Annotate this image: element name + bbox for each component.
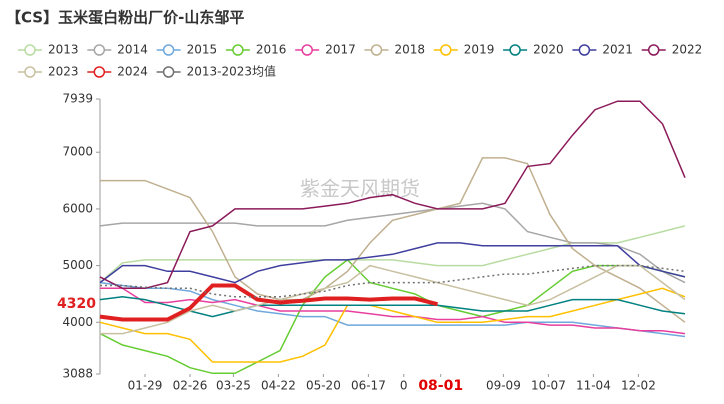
legend-label: 2022 (672, 43, 703, 57)
legend-label: 2018 (395, 43, 426, 57)
x-tick-label: 02-26 (173, 379, 208, 393)
legend-marker (578, 44, 591, 56)
legend-marker (162, 44, 175, 56)
legend-label: 2017 (325, 43, 356, 57)
legend-label: 2015 (187, 43, 218, 57)
x-tick-label: 09-09 (486, 379, 521, 393)
legend-marker (24, 66, 36, 78)
legend-label: 2024 (117, 65, 148, 79)
legend-label: 2020 (533, 43, 564, 57)
x-tick-label: 12-02 (621, 379, 656, 393)
series-line (99, 281, 686, 338)
legend-marker (647, 44, 660, 56)
x-tick-label: 08-01 (418, 378, 463, 394)
x-tick-label: 05-20 (306, 379, 341, 393)
y-tick-label: 4000 (62, 315, 93, 329)
annotation: 4320 (57, 296, 96, 312)
legend-marker (162, 66, 175, 78)
legend-label: 2023 (48, 65, 79, 79)
chart-title: 【CS】玉米蛋白粉出厂价-山东邹平 (6, 9, 244, 27)
legend-label: 2021 (602, 43, 633, 57)
legend-label: 2013-2023均值 (187, 64, 276, 79)
watermark: 紫金天风期货 (300, 177, 420, 201)
legend-marker (24, 44, 36, 56)
x-tick-label: 04-22 (261, 379, 296, 393)
series-line (99, 287, 686, 363)
legend-label: 2019 (464, 43, 495, 57)
series-line (100, 264, 686, 335)
x-tick-label: 10-07 (531, 379, 566, 393)
legend-marker (301, 44, 313, 56)
series-line (99, 202, 686, 284)
x-tick-label: 01-29 (128, 379, 163, 393)
y-tick-label: 3088 (62, 367, 93, 381)
legend-marker (232, 44, 244, 56)
series-line (100, 157, 686, 323)
series-line (99, 242, 686, 284)
x-tick-label: 11-04 (576, 379, 611, 393)
x-tick-label: 03-25 (216, 379, 251, 393)
legend-label: 2014 (117, 43, 148, 57)
y-tick-label: 7000 (62, 145, 93, 159)
series-line (99, 296, 686, 318)
legend-label: 2016 (256, 43, 287, 57)
x-tick-label: 06-17 (351, 379, 386, 393)
series-line (99, 283, 438, 322)
y-tick-label: 6000 (62, 201, 93, 215)
series-line (99, 100, 686, 290)
y-tick-label: 7939 (62, 92, 93, 106)
y-tick-label: 5000 (62, 258, 93, 272)
legend-label: 2013 (48, 43, 79, 57)
legend-marker (93, 44, 106, 56)
x-tick-label: 0 (400, 379, 408, 393)
legend-marker (93, 66, 106, 78)
legend-marker (370, 44, 383, 56)
series-line (100, 264, 686, 298)
series-line (99, 258, 686, 375)
legend-marker (440, 44, 452, 56)
legend-marker (509, 44, 521, 56)
